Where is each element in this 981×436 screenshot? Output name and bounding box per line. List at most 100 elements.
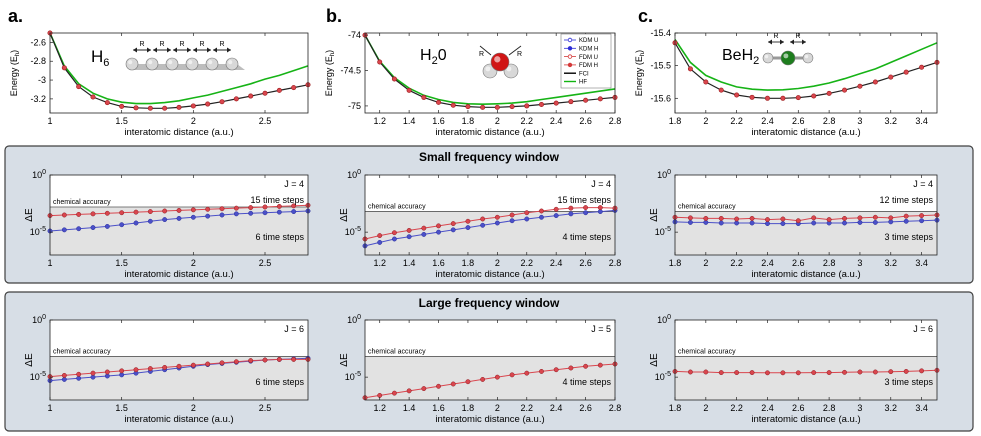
hydrogen-atom-highlight bbox=[208, 60, 213, 65]
series-line-kdm-h bbox=[364, 209, 616, 247]
hydrogen-atom bbox=[145, 57, 159, 71]
y-tick-label: 100 bbox=[347, 314, 361, 325]
series-point bbox=[465, 218, 471, 224]
x-tick-label: 2 bbox=[495, 116, 500, 126]
panel-label-b: b. bbox=[326, 6, 342, 26]
y-tick-label: 100 bbox=[347, 169, 361, 180]
series-point bbox=[190, 207, 196, 213]
fdm-point bbox=[276, 87, 282, 93]
legend-swatch-marker bbox=[567, 54, 573, 59]
x-tick-label: 1.6 bbox=[432, 116, 445, 126]
series-point bbox=[276, 203, 282, 209]
hydrogen-atom bbox=[225, 57, 239, 71]
series-point bbox=[133, 220, 139, 226]
series-line-fdm-h bbox=[364, 363, 616, 399]
plot-frame bbox=[674, 32, 938, 114]
series-point bbox=[104, 210, 110, 216]
x-tick-label: 1.8 bbox=[462, 403, 475, 413]
series-point bbox=[176, 207, 182, 213]
x-axis-label: interatomic distance (a.u.) bbox=[124, 269, 233, 280]
x-tick-label: 1.4 bbox=[403, 258, 416, 268]
series-point bbox=[61, 376, 67, 382]
series-point bbox=[494, 220, 500, 226]
bond-label-r: R bbox=[139, 41, 144, 48]
fdm-point bbox=[421, 94, 427, 100]
chemical-accuracy-label: chemical accuracy bbox=[368, 349, 426, 356]
series-point bbox=[147, 209, 153, 215]
series-point bbox=[104, 373, 110, 379]
x-axis-label: interatomic distance (a.u.) bbox=[435, 127, 544, 138]
y-tick-label: -3 bbox=[38, 75, 46, 85]
fdm-point bbox=[888, 74, 894, 80]
x-tick-label: 3.2 bbox=[885, 116, 898, 126]
series-point bbox=[262, 204, 268, 210]
x-tick-label: 2.4 bbox=[761, 403, 774, 413]
x-tick-label: 2.4 bbox=[550, 116, 563, 126]
hydrogen-atom bbox=[185, 57, 199, 71]
series-point bbox=[553, 206, 559, 212]
series-point bbox=[147, 366, 153, 372]
x-tick-label: 1.2 bbox=[373, 258, 386, 268]
series-point bbox=[687, 219, 693, 225]
series-point bbox=[248, 210, 254, 216]
x-tick-label: 2.2 bbox=[730, 116, 743, 126]
x-tick-label: 2 bbox=[191, 403, 196, 413]
fdm-point bbox=[583, 97, 589, 103]
series-point bbox=[857, 219, 863, 225]
plot-frame bbox=[674, 319, 938, 401]
lower-steps-label: 6 time steps bbox=[255, 232, 304, 242]
fdm-point bbox=[780, 95, 786, 101]
x-tick-label: 2.2 bbox=[730, 403, 743, 413]
x-axis-label: interatomic distance (a.u.) bbox=[751, 269, 860, 280]
series-point bbox=[749, 215, 755, 221]
series-point bbox=[568, 205, 574, 211]
bond-label-r: R bbox=[795, 33, 800, 40]
x-tick-label: 3 bbox=[857, 403, 862, 413]
series-point bbox=[465, 379, 471, 385]
x-tick-label: 2.4 bbox=[550, 258, 563, 268]
series-point bbox=[205, 206, 211, 212]
arrow-head bbox=[768, 39, 784, 45]
series-point bbox=[718, 215, 724, 221]
bond-arrow bbox=[479, 45, 492, 56]
x-tick-label: 1.8 bbox=[462, 258, 475, 268]
x-tick-label: 1.5 bbox=[115, 258, 128, 268]
x-tick-label: 3.4 bbox=[915, 258, 928, 268]
x-tick-label: 1 bbox=[47, 258, 52, 268]
series-point bbox=[524, 216, 530, 222]
large-window-title: Large frequency window bbox=[419, 296, 560, 310]
series-point bbox=[176, 363, 182, 369]
y-tick-label: -15.5 bbox=[650, 61, 671, 71]
fdm-point bbox=[176, 104, 182, 110]
x-tick-label: 2.6 bbox=[792, 116, 805, 126]
arrow-head bbox=[153, 47, 171, 53]
bond-arrow bbox=[508, 45, 522, 56]
x-tick-label: 3.4 bbox=[915, 116, 928, 126]
x-tick-label: 2 bbox=[191, 258, 196, 268]
fdm-point bbox=[262, 90, 268, 96]
fdm-point bbox=[903, 69, 909, 75]
series-point bbox=[133, 209, 139, 215]
series-point bbox=[795, 218, 801, 224]
series-point bbox=[903, 218, 909, 224]
beryllium-atom-highlight bbox=[783, 53, 789, 59]
plot-frame bbox=[49, 174, 309, 256]
series-point bbox=[104, 369, 110, 375]
series-point bbox=[795, 370, 801, 376]
x-tick-label: 2.2 bbox=[730, 258, 743, 268]
y-axis-label: Energy (Eh) bbox=[634, 50, 646, 96]
series-point bbox=[919, 213, 925, 219]
fdm-point bbox=[524, 103, 530, 109]
y-tick-label: -15.6 bbox=[650, 93, 671, 103]
series-point bbox=[888, 369, 894, 375]
x-tick-label: 2.2 bbox=[521, 403, 534, 413]
hydrogen-atom bbox=[165, 57, 179, 71]
x-tick-label: 3.2 bbox=[885, 403, 898, 413]
series-point bbox=[176, 215, 182, 221]
series-point bbox=[765, 217, 770, 223]
fdm-point bbox=[90, 94, 96, 100]
series-point bbox=[509, 212, 515, 218]
series-point bbox=[377, 233, 383, 239]
y-tick-label: -74.5 bbox=[340, 66, 361, 76]
